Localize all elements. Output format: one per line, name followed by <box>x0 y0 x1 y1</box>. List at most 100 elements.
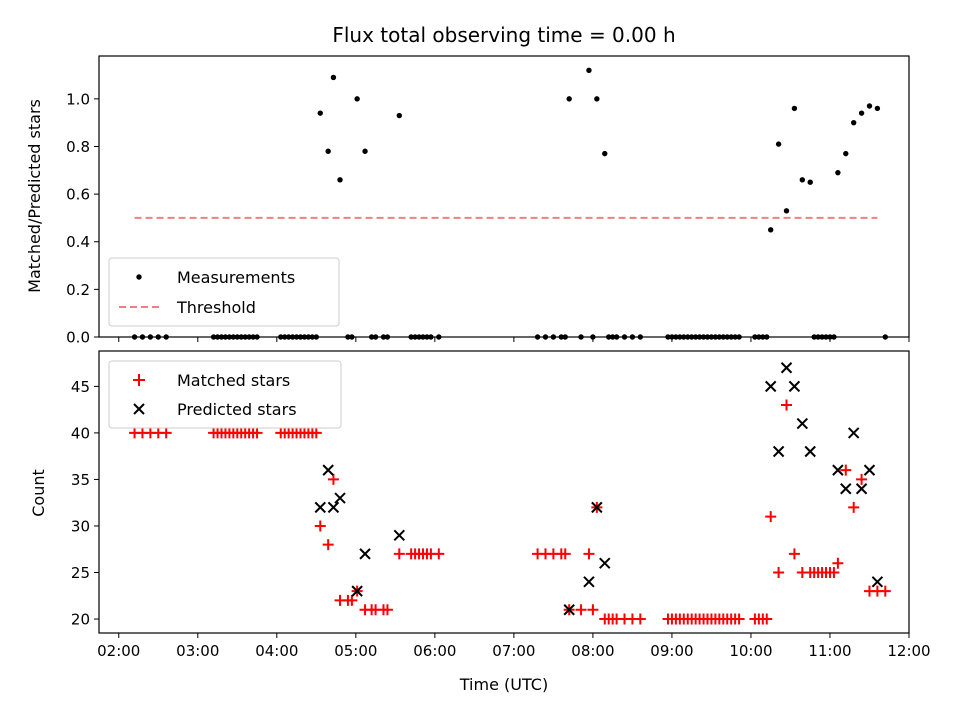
predicted-stars-point <box>871 576 884 588</box>
predicted-stars-point <box>840 483 852 495</box>
matched-stars-point <box>393 548 405 560</box>
bottom-y-axis-label: Count <box>29 469 48 517</box>
predicted-stars-point <box>563 604 575 616</box>
top-legend-box <box>108 257 340 327</box>
legend-threshold-label: Threshold <box>176 298 256 317</box>
matched-stars-point <box>575 604 587 616</box>
measurements-point <box>594 96 600 102</box>
predicted-stars-point <box>780 362 793 374</box>
measurements-point <box>783 208 790 214</box>
predicted-stars-point <box>327 501 340 514</box>
measurements-point <box>354 96 360 102</box>
predicted-stars-point <box>764 380 777 393</box>
predicted-stars-point <box>599 557 611 569</box>
top-y-tick-label: 0.4 <box>66 233 90 251</box>
matched-stars-point <box>381 604 393 616</box>
legend-measurements-marker <box>136 274 142 280</box>
matched-stars-point <box>765 511 777 523</box>
matched-stars-point <box>433 548 445 560</box>
bottom-y-tick-label: 40 <box>71 424 90 442</box>
x-tick-label: 08:00 <box>571 642 614 660</box>
x-tick-label: 09:00 <box>650 642 693 660</box>
predicted-stars-point <box>847 427 860 439</box>
predicted-stars-point <box>314 501 326 514</box>
legend-matched-marker <box>133 374 145 386</box>
measurements-point <box>866 103 873 109</box>
top-y-tick-label: 0.2 <box>66 281 90 299</box>
top-y-ticks: 0.0 0.2 0.4 0.6 0.8 1.0 <box>66 90 99 347</box>
matched-stars-point <box>832 557 844 569</box>
top-axes-frame <box>98 55 910 338</box>
predicted-stars-point <box>796 417 809 430</box>
measurements-point <box>835 169 841 176</box>
predicted-stars-point <box>351 585 363 597</box>
measurements-point <box>337 177 343 183</box>
matched-stars-point <box>559 548 571 560</box>
measurements-point <box>799 177 806 183</box>
bottom-y-tick-label: 20 <box>71 611 90 629</box>
matched-stars-point <box>828 567 840 579</box>
matched-stars-point <box>761 613 773 625</box>
matched-stars-point <box>848 501 860 513</box>
x-tick-label: 11:00 <box>808 642 851 660</box>
top-x-ticks <box>118 337 910 342</box>
bottom-panel: 02:00 03:00 04:00 05:00 06:00 07:00 08:00 09:00… <box>29 350 931 694</box>
top-y-tick-label: 0.6 <box>66 186 90 204</box>
bottom-y-tick-label: 45 <box>71 378 90 396</box>
bottom-axes-frame <box>98 350 910 634</box>
x-tick-label: 04:00 <box>255 642 298 660</box>
bottom-y-tick-label: 30 <box>71 517 90 535</box>
matched-stars-point <box>160 427 172 439</box>
top-y-tick-label: 1.0 <box>66 90 90 108</box>
measurements-point <box>330 74 337 81</box>
matched-stars-point <box>346 594 358 606</box>
measurements-point <box>768 227 774 233</box>
legend-matched-label: Matched stars <box>177 371 290 390</box>
measurements-point <box>362 148 368 154</box>
chart-title: Flux total observing time = 0.00 h <box>332 23 675 47</box>
measurements-point <box>317 110 323 116</box>
matched-stars-point <box>327 473 339 485</box>
measurements-point <box>586 67 592 73</box>
bottom-plot-marks <box>129 362 891 625</box>
predicted-stars-point <box>359 548 371 560</box>
predicted-stars-point <box>772 445 785 458</box>
predicted-stars-point <box>322 464 334 476</box>
measurements-point <box>843 150 849 157</box>
matched-stars-point <box>587 604 599 616</box>
top-legend: Measurements Threshold <box>108 257 340 327</box>
measurements-point <box>602 150 608 157</box>
top-plot-marks <box>131 67 888 340</box>
x-tick-label: 05:00 <box>334 642 377 660</box>
matched-stars-point <box>856 473 868 485</box>
legend-measurements-label: Measurements <box>177 268 295 287</box>
measurements-point <box>396 112 402 119</box>
bottom-legend-box <box>108 360 342 429</box>
matched-stars-point <box>773 567 785 579</box>
top-y-tick-label: 0.0 <box>66 329 90 347</box>
top-y-axis-label: Matched/Predicted stars <box>25 99 44 293</box>
x-tick-label: 10:00 <box>729 642 772 660</box>
x-axis-label: Time (UTC) <box>459 675 548 694</box>
predicted-stars-point <box>855 483 868 495</box>
predicted-stars-point <box>804 445 816 458</box>
matched-stars-point <box>322 539 334 551</box>
top-y-tick-label: 0.8 <box>66 138 90 156</box>
x-tick-label: 03:00 <box>176 642 219 660</box>
top-panel: 0.0 0.2 0.4 0.6 0.8 1.0 Matched/Predicted sta… <box>25 55 910 347</box>
x-tick-label: 12:00 <box>887 642 930 660</box>
x-tick-label: 06:00 <box>413 642 456 660</box>
bottom-y-tick-label: 35 <box>71 471 90 489</box>
measurements-point <box>858 110 865 116</box>
bottom-y-tick-label: 25 <box>71 564 90 582</box>
predicted-stars-point <box>591 501 603 514</box>
bottom-x-ticks: 02:00 03:00 04:00 05:00 06:00 07:00 08:00 09:00… <box>97 633 931 660</box>
matched-stars-point <box>733 613 745 625</box>
measurements-point <box>874 105 881 112</box>
legend-predicted-marker <box>133 403 145 415</box>
x-tick-label: 02:00 <box>97 642 140 660</box>
predicted-stars-point <box>788 380 801 393</box>
matched-stars-point <box>781 399 793 411</box>
matched-stars-point <box>879 585 891 597</box>
